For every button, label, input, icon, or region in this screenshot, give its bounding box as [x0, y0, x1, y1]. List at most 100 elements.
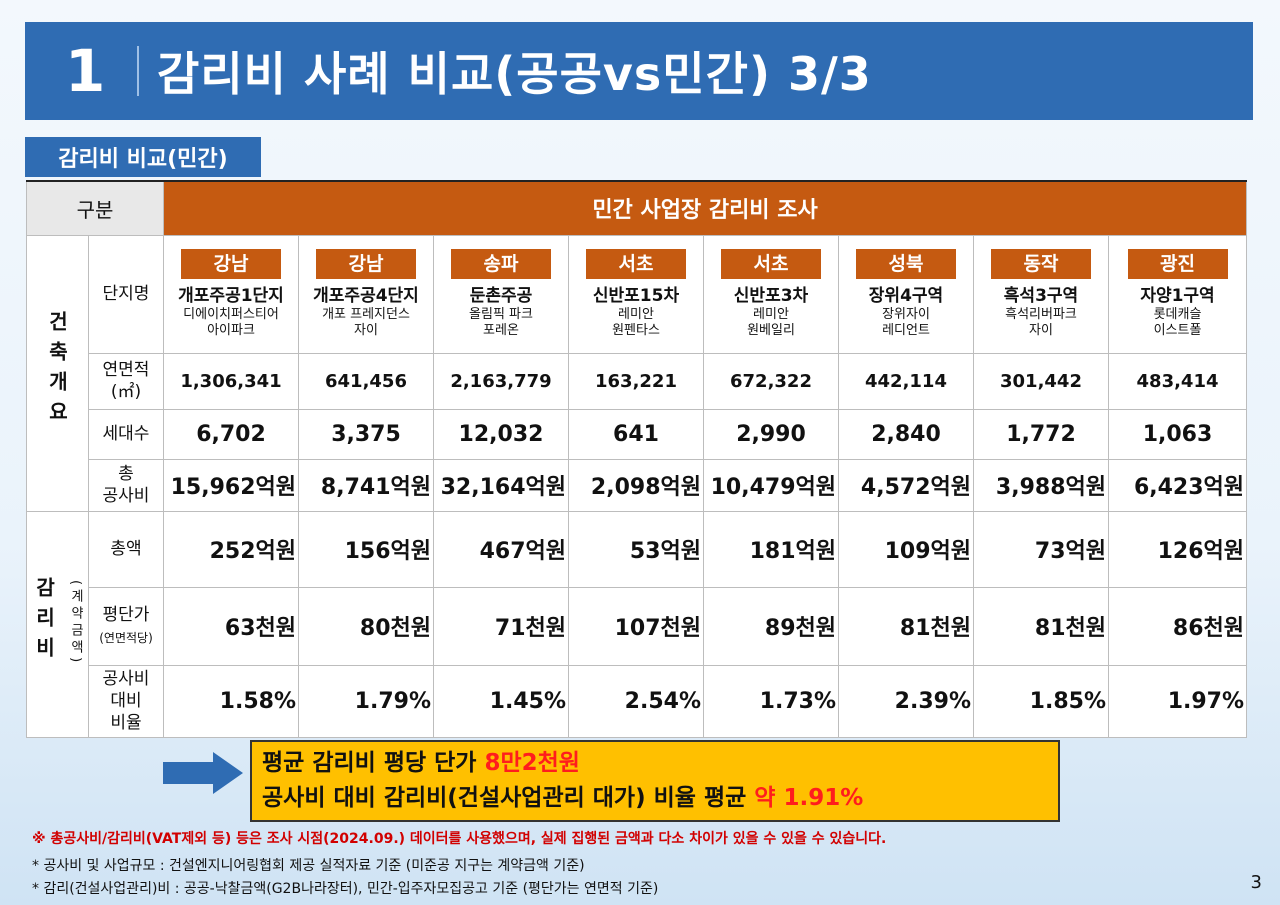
households-value: 1,063: [1107, 408, 1248, 460]
row-label-unit-price: 평단가 (연면적당): [88, 586, 164, 666]
region-badge: 강남: [181, 249, 281, 279]
ratio-value: 1.58%: [163, 664, 299, 738]
total-fee-value: 73억원: [973, 510, 1109, 588]
region-badge: 서초: [586, 249, 686, 279]
complex-cell: 서초 신반포15차 레미안 원펜타스: [568, 234, 704, 354]
area-value: 672,322: [703, 352, 839, 410]
unit-price-value: 71천원: [433, 586, 569, 666]
complex-brand: 올림픽 파크: [469, 307, 533, 322]
complex-brand-2: 자이: [354, 323, 378, 338]
cost-value: 6,423억원: [1107, 458, 1248, 512]
row-label-households: 세대수: [88, 408, 164, 460]
area-value: 641,456: [298, 352, 434, 410]
complex-brand: 레미안: [753, 307, 789, 322]
header-gubun: 구분: [26, 180, 164, 236]
area-value: 163,221: [568, 352, 704, 410]
summary-line-2: 공사비 대비 감리비(건설사업관리 대가) 비율 평균 약 1.91%: [262, 785, 864, 811]
households-value: 1,772: [973, 408, 1109, 460]
households-value: 2,840: [838, 408, 974, 460]
total-fee-value: 126억원: [1107, 510, 1248, 588]
households-value: 641: [568, 408, 704, 460]
comparison-table: 구분 민간 사업장 감리비 조사 건축개요 단지명 강남 개포주공1단지 디에이치퍼…: [26, 180, 1248, 738]
complex-name: 신반포15차: [592, 286, 680, 306]
complex-name: 흑석3구역: [1003, 286, 1079, 306]
ratio-value: 1.79%: [298, 664, 434, 738]
unit-price-value: 86천원: [1107, 586, 1248, 666]
page-title: 감리비 사례 비교(공공vs민간) 3/3: [157, 47, 872, 101]
unit-price-value: 80천원: [298, 586, 434, 666]
title-bar: 1 감리비 사례 비교(공공vs민간) 3/3: [25, 22, 1253, 120]
note-red: ※ 총공사비/감리비(VAT제외 등) 등은 조사 시점(2024.09.) 데…: [32, 831, 887, 847]
region-badge: 강남: [316, 249, 416, 279]
region-badge: 송파: [451, 249, 551, 279]
region-badge: 성북: [856, 249, 956, 279]
unit-price-value: 81천원: [973, 586, 1109, 666]
region-badge: 서초: [721, 249, 821, 279]
area-value: 442,114: [838, 352, 974, 410]
complex-brand: 디에이치퍼스티어: [183, 307, 279, 322]
ratio-value: 2.39%: [838, 664, 974, 738]
group-fee: 감리비 (계약금액): [26, 510, 89, 738]
total-fee-value: 252억원: [163, 510, 299, 588]
complex-brand-2: 이스트폴: [1153, 323, 1202, 338]
row-label-area: 연면적 (㎡): [88, 352, 164, 410]
cost-value: 8,741억원: [298, 458, 434, 512]
region-badge: 광진: [1127, 249, 1228, 279]
row-label-ratio: 공사비 대비 비율: [88, 664, 164, 738]
unit-price-value: 89천원: [703, 586, 839, 666]
cost-value: 10,479억원: [703, 458, 839, 512]
row-label-name: 단지명: [88, 234, 164, 354]
page-number: 3: [1250, 872, 1262, 893]
complex-name: 개포주공1단지: [178, 286, 284, 306]
title-number: 1: [65, 37, 106, 105]
ratio-value: 1.45%: [433, 664, 569, 738]
complex-cell: 강남 개포주공4단지 개포 프레지던스 자이: [298, 234, 434, 354]
complex-name: 둔촌주공: [469, 286, 533, 306]
complex-brand: 개포 프레지던스: [322, 307, 410, 322]
ratio-value: 1.73%: [703, 664, 839, 738]
summary-line-1: 평균 감리비 평당 단가 8만2천원: [262, 750, 580, 776]
complex-brand-2: 아이파크: [207, 323, 255, 338]
cost-value: 4,572억원: [838, 458, 974, 512]
title-separator: [137, 46, 139, 96]
note-line-1: * 공사비 및 사업규모 : 건설엔지니어링협회 제공 실적자료 기준 (미준공…: [32, 858, 585, 874]
summary-highlight-2: 약 1.91%: [754, 785, 864, 811]
group-building: 건축개요: [26, 234, 89, 512]
complex-name: 자양1구역: [1140, 286, 1215, 306]
complex-cell: 성북 장위4구역 장위자이 레디언트: [838, 234, 974, 354]
complex-brand-2: 원베일리: [747, 323, 795, 338]
unit-price-value: 107천원: [568, 586, 704, 666]
unit-price-value: 81천원: [838, 586, 974, 666]
total-fee-value: 156억원: [298, 510, 434, 588]
complex-brand: 롯데캐슬: [1153, 307, 1202, 322]
households-value: 12,032: [433, 408, 569, 460]
complex-brand-2: 레디언트: [882, 323, 930, 338]
total-fee-value: 467억원: [433, 510, 569, 588]
area-value: 1,306,341: [163, 352, 299, 410]
cost-value: 15,962억원: [163, 458, 299, 512]
complex-brand-2: 원펜타스: [612, 323, 660, 338]
households-value: 2,990: [703, 408, 839, 460]
total-fee-value: 53억원: [568, 510, 704, 588]
region-badge: 동작: [991, 249, 1091, 279]
area-value: 2,163,779: [433, 352, 569, 410]
complex-brand: 장위자이: [882, 307, 930, 322]
ratio-value: 1.97%: [1107, 664, 1248, 738]
households-value: 3,375: [298, 408, 434, 460]
note-line-2: * 감리(건설사업관리)비 : 공공-낙찰금액(G2B나라장터), 민간-입주자…: [32, 881, 659, 897]
cost-value: 3,988억원: [973, 458, 1109, 512]
complex-cell: 서초 신반포3차 레미안 원베일리: [703, 234, 839, 354]
complex-brand-2: 자이: [1029, 323, 1053, 338]
summary-highlight-1: 8만2천원: [484, 750, 580, 776]
row-label-cost: 총 공사비: [88, 458, 164, 512]
total-fee-value: 109억원: [838, 510, 974, 588]
area-value: 483,414: [1107, 352, 1248, 410]
ratio-value: 1.85%: [973, 664, 1109, 738]
group-fee-label: 감리비: [32, 576, 57, 667]
complex-brand: 흑석리버파크: [1005, 307, 1077, 322]
unit-price-value: 63천원: [163, 586, 299, 666]
group-fee-sub: (계약금액): [67, 580, 83, 667]
